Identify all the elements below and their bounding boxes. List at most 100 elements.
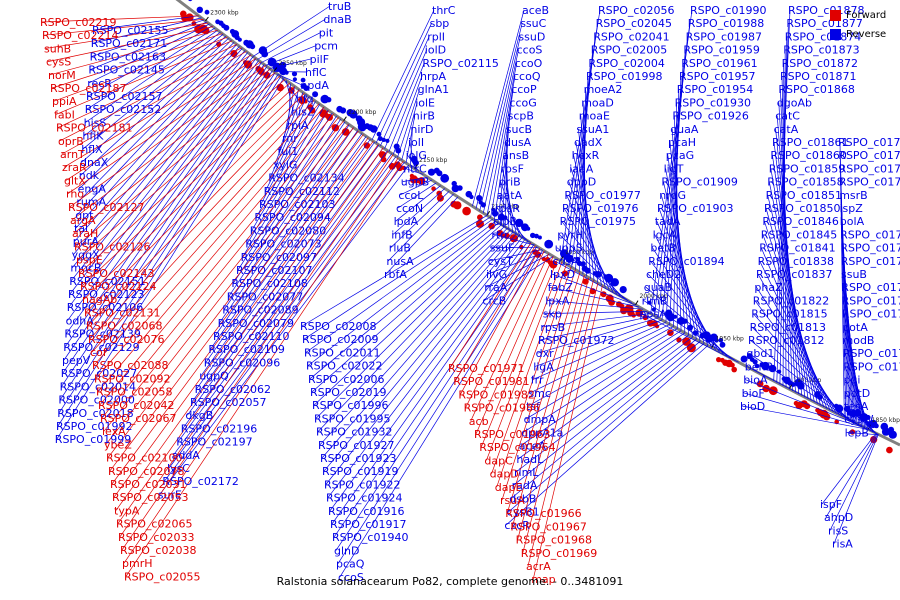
forward-callout [57,44,237,128]
forward-feature [401,165,407,171]
reverse-gene-label: RSPO_c01877 [786,17,862,30]
reverse-gene-label: lpdA [394,215,419,228]
reverse-gene-label: lepB [845,426,869,439]
reverse-gene-label: ssuC [520,17,546,30]
reverse-callout [563,207,617,295]
reverse-gene-label: RSPO_c01783 [839,176,900,189]
reverse-gene-label: tesA [844,400,869,413]
reverse-callout [66,62,262,334]
reverse-gene-label: ccoS [338,571,364,584]
forward-gene-label: dapC [484,454,513,467]
reverse-gene-label: bolA [840,215,865,228]
reverse-gene-label: betB [650,242,676,255]
reverse-gene-label: lpxD [550,268,575,281]
reverse-gene-label: RSPO_c01873 [783,44,859,57]
forward-callout [51,33,223,89]
reverse-gene-label: ssuD [518,30,545,43]
reverse-gene-label: aceA [519,440,547,453]
reverse-feature [413,159,419,166]
reverse-gene-label: RSPO_c02107 [236,264,312,277]
reverse-gene-label: purA [73,235,99,248]
reverse-gene-label: RSPO_c02057 [190,396,266,409]
forward-gene-label: lexA [102,425,126,438]
reverse-gene-label: rraA [484,281,508,294]
reverse-callout [571,49,594,268]
reverse-callout [305,218,494,353]
reverse-gene-label: RSPO_c01995 [314,412,390,425]
reverse-feature [565,254,574,263]
reverse-gene-label: mocB [70,262,101,275]
reverse-callout [513,338,697,486]
reverse-callout [269,58,312,69]
reverse-gene-label: czcR [504,519,530,532]
reverse-gene-label: RSPO_c01822 [753,294,829,307]
reverse-callout [277,74,303,86]
reverse-callout [556,247,629,301]
reverse-gene-label: RSPO_c01990 [690,4,766,17]
reverse-gene-label: sucB [506,123,532,136]
reverse-feature [284,70,289,75]
reverse-callout [829,433,879,531]
reverse-gene-label: odhA [66,314,95,327]
forward-gene-label: rho [66,188,84,201]
forward-callout [107,130,359,458]
reverse-feature [719,341,726,348]
reverse-callout [843,326,867,429]
reverse-gene-label: RSPO_c02014 [60,380,136,393]
legend: Forward Reverse [830,6,892,44]
reverse-gene-label: ispZ [840,202,864,215]
forward-gene-label: RSPO_c02088 [92,359,168,372]
reverse-callout [303,217,491,340]
forward-gene-label: cof [90,346,108,359]
reverse-gene-label: ssuF [490,242,515,255]
reverse-callout [73,50,246,255]
reverse-gene-label: hflC [305,66,327,79]
reverse-callout [754,300,843,417]
forward-gene-label: argA [70,214,96,227]
reverse-callout [647,273,728,357]
reverse-gene-label: glnA1 [418,83,450,96]
reverse-callout [665,168,697,340]
forward-gene-label: ybeZ [104,438,132,451]
reverse-callout [523,330,682,433]
reverse-callout [173,156,397,456]
reverse-feature [874,423,879,429]
forward-callout [454,245,536,382]
reverse-gene-label: RSPO_c02197 [176,436,252,449]
reverse-gene-label: gpt [75,209,94,222]
reverse-gene-label: cysB1 [507,506,540,519]
reverse-gene-label: nirB [413,110,435,123]
reverse-gene-label: ligT [664,162,684,175]
reverse-callout [508,343,705,512]
reverse-gene-label: rplI [427,30,445,43]
forward-gene-label: RSPO_c02038 [120,544,196,557]
reverse-gene-label: rpsF [500,162,524,175]
forward-swatch [830,10,841,21]
forward-callout [501,269,576,501]
forward-feature [730,362,735,368]
reverse-gene-label: RSPO_c01878 [788,4,864,17]
reverse-callout [518,334,689,460]
reverse-gene-label: truB [328,0,351,13]
reverse-callout [746,366,859,425]
forward-gene-label: acb [469,415,489,428]
forward-callout [115,144,379,511]
reverse-gene-label: pit [319,26,334,39]
forward-callout [123,157,399,564]
reverse-callout [535,319,663,367]
reverse-feature [537,235,542,240]
reverse-callout [60,72,276,400]
reverse-gene-label: hrpA [420,70,446,83]
reverse-gene-label: cysW [844,413,873,426]
reverse-gene-label: uppS [555,242,583,255]
reverse-gene-label: RSPO_c01838 [758,255,834,268]
reverse-callout [85,29,218,123]
reverse-callout [214,130,358,337]
reverse-callout [58,74,279,413]
scale-tick-label: 2150 kbp [419,157,447,164]
forward-gene-label: arnT [60,148,85,161]
reverse-callout [329,240,529,512]
forward-callout [99,117,339,406]
reverse-gene-label: RSPO_c02018 [57,407,133,420]
reverse-gene-label: RSPO_c02151 [69,275,145,288]
